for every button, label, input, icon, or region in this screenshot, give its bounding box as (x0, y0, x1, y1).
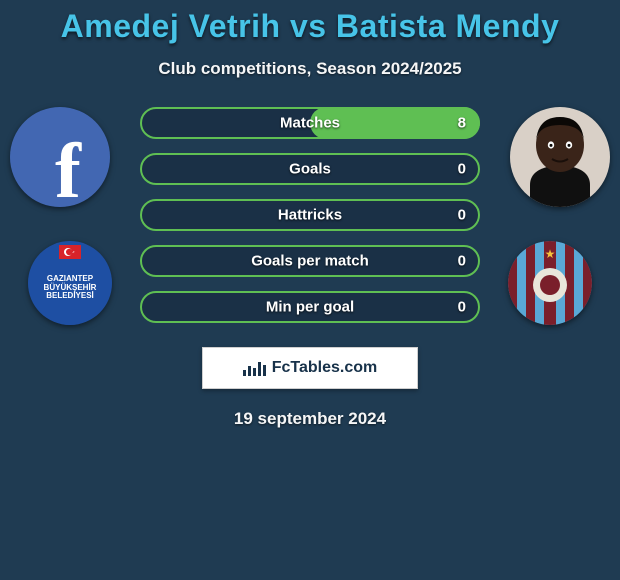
facebook-f-letter: f (55, 126, 81, 207)
branding-text: FcTables.com (272, 359, 378, 377)
chart-icon (243, 360, 266, 376)
bar-label: Hattricks (140, 207, 480, 224)
bar-label: Goals per match (140, 253, 480, 270)
star-icon: ★ (545, 247, 556, 261)
player-right-avatar (510, 107, 610, 207)
bar-label: Min per goal (140, 299, 480, 316)
bar-value-right: 0 (458, 161, 466, 178)
subtitle: Club competitions, Season 2024/2025 (0, 59, 620, 79)
player-face-icon (510, 107, 610, 207)
club-left-crest: GAZIANTEP BÜYÜKŞEHİR BELEDİYESİ (28, 241, 112, 325)
club-right-crest: ★ (508, 241, 592, 325)
page-title: Amedej Vetrih vs Batista Mendy (0, 0, 620, 45)
facebook-icon: f (10, 107, 110, 207)
bar-label: Goals (140, 161, 480, 178)
date-text: 19 september 2024 (0, 409, 620, 429)
bar-value-right: 0 (458, 207, 466, 224)
bar-value-right: 0 (458, 253, 466, 270)
player-left-avatar: f (10, 107, 110, 207)
stat-row: Goals per match0 (140, 245, 480, 277)
bar-value-right: 8 (458, 115, 466, 132)
stat-bars: Matches8Goals0Hattricks0Goals per match0… (140, 107, 480, 323)
bar-label: Matches (140, 115, 480, 132)
comparison-card: Amedej Vetrih vs Batista Mendy Club comp… (0, 0, 620, 580)
stat-row: Goals0 (140, 153, 480, 185)
flag-icon (28, 245, 112, 264)
stat-row: Matches8 (140, 107, 480, 139)
stat-row: Hattricks0 (140, 199, 480, 231)
bar-value-right: 0 (458, 299, 466, 316)
club-left-name: GAZIANTEP BÜYÜKŞEHİR BELEDİYESİ (28, 275, 112, 300)
branding-box[interactable]: FcTables.com (202, 347, 418, 389)
stat-row: Min per goal0 (140, 291, 480, 323)
content-area: f (0, 107, 620, 323)
